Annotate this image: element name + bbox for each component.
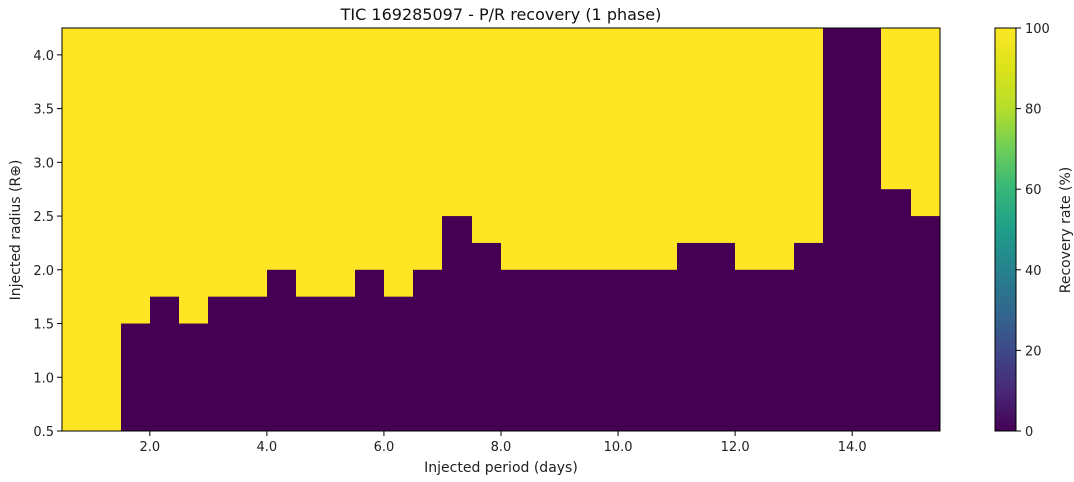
heatmap-cell-not-recovered	[852, 28, 882, 431]
heatmap-cell-not-recovered	[677, 242, 707, 431]
y-axis-label: Injected radius (R⊕)	[8, 160, 24, 301]
heatmap-cell-recovered	[325, 28, 356, 298]
heatmap-cell-not-recovered	[238, 296, 268, 431]
y-tick-label: 3.5	[33, 103, 54, 118]
heatmap-cell-not-recovered	[267, 269, 297, 431]
heatmap-cell-recovered	[355, 28, 385, 271]
x-tick-label: 8.0	[491, 440, 512, 455]
y-tick-label: 2.0	[33, 264, 54, 279]
chart-title: TIC 169285097 - P/R recovery (1 phase)	[340, 5, 662, 24]
heatmap-cell-not-recovered	[647, 269, 678, 431]
heatmap-cell-recovered	[794, 28, 824, 244]
heatmap-cell-recovered	[735, 28, 765, 271]
heatmap-cell-not-recovered	[413, 269, 443, 431]
y-tick-label: 4.0	[33, 49, 54, 64]
heatmap-cell-recovered	[91, 28, 122, 432]
heatmap-cell-recovered	[238, 28, 268, 298]
heatmap-cell-not-recovered	[208, 296, 239, 431]
heatmap-cell-recovered	[706, 28, 736, 244]
heatmap-cells	[62, 28, 941, 432]
colorbar-tick-label: 0	[1025, 425, 1033, 440]
x-tick-label: 4.0	[257, 440, 278, 455]
heatmap-cell-not-recovered	[121, 323, 151, 431]
heatmap-cell-recovered	[647, 28, 678, 271]
heatmap-cell-not-recovered	[823, 28, 853, 431]
heatmap-cell-not-recovered	[911, 216, 941, 431]
heatmap-cell-recovered	[677, 28, 707, 244]
heatmap-cell-not-recovered	[501, 269, 531, 431]
heatmap-cell-not-recovered	[384, 296, 414, 431]
heatmap-cell-recovered	[150, 28, 180, 298]
x-tick-label: 6.0	[374, 440, 395, 455]
heatmap-cell-not-recovered	[296, 296, 326, 431]
heatmap-cell-recovered	[296, 28, 326, 298]
x-axis-ticks: 2.0 4.0 6.0 8.0 10.0 12.0 14.0	[139, 431, 867, 455]
heatmap-cell-recovered	[618, 28, 648, 271]
y-tick-label: 1.0	[33, 371, 54, 386]
heatmap-cell-not-recovered	[881, 189, 912, 431]
heatmap-cell-recovered	[442, 28, 473, 217]
heatmap-cell-recovered	[413, 28, 443, 271]
heatmap-cell-not-recovered	[794, 242, 824, 431]
heatmap-cell-recovered	[501, 28, 531, 271]
heatmap-cell-recovered	[472, 28, 502, 244]
y-tick-label: 2.5	[33, 210, 54, 225]
heatmap-cell-not-recovered	[442, 216, 473, 431]
heatmap-cell-not-recovered	[706, 242, 736, 431]
colorbar-tick-label: 100	[1025, 22, 1050, 37]
y-axis-ticks: 0.5 1.0 1.5 2.0 2.5 3.0 3.5 4.0	[33, 49, 62, 440]
colorbar-tick-label: 20	[1025, 344, 1042, 359]
x-tick-label: 14.0	[838, 440, 867, 455]
colorbar-label: Recovery rate (%)	[1058, 167, 1074, 293]
heatmap-cell-recovered	[530, 28, 561, 271]
colorbar-ticks: 0 20 40 60 80 100	[1016, 22, 1050, 440]
heatmap-cell-not-recovered	[618, 269, 648, 431]
heatmap-cell-recovered	[208, 28, 239, 298]
heatmap-cell-recovered	[267, 28, 297, 271]
heatmap-cell-not-recovered	[325, 296, 356, 431]
x-tick-label: 2.0	[139, 440, 160, 455]
heatmap-cell-not-recovered	[764, 269, 795, 431]
y-tick-label: 0.5	[33, 425, 54, 440]
heatmap-cell-not-recovered	[560, 269, 590, 431]
colorbar-tick-label: 80	[1025, 103, 1042, 118]
heatmap-cell-recovered	[764, 28, 795, 271]
y-tick-label: 1.5	[33, 318, 54, 333]
x-tick-label: 10.0	[604, 440, 633, 455]
heatmap-cell-not-recovered	[355, 269, 385, 431]
heatmap-cell-recovered	[121, 28, 151, 325]
colorbar-tick-label: 60	[1025, 183, 1042, 198]
heatmap-cell-recovered	[881, 28, 912, 190]
heatmap-cell-not-recovered	[735, 269, 765, 431]
heatmap-cell-recovered	[384, 28, 414, 298]
heatmap-cell-not-recovered	[150, 296, 180, 431]
heatmap-cell-not-recovered	[589, 269, 619, 431]
x-axis-label: Injected period (days)	[424, 460, 578, 476]
heatmap-cell-recovered	[179, 28, 209, 325]
heatmap-cell-not-recovered	[179, 323, 209, 431]
colorbar-tick-label: 40	[1025, 264, 1042, 279]
heatmap-cell-not-recovered	[472, 242, 502, 431]
heatmap-cell-recovered	[560, 28, 590, 271]
x-tick-label: 12.0	[721, 440, 750, 455]
colorbar	[994, 27, 1017, 432]
heatmap-cell-recovered	[589, 28, 619, 271]
y-tick-label: 3.0	[33, 156, 54, 171]
heatmap-cell-not-recovered	[530, 269, 561, 431]
heatmap-cell-recovered	[62, 28, 92, 432]
heatmap-cell-recovered	[911, 28, 941, 217]
